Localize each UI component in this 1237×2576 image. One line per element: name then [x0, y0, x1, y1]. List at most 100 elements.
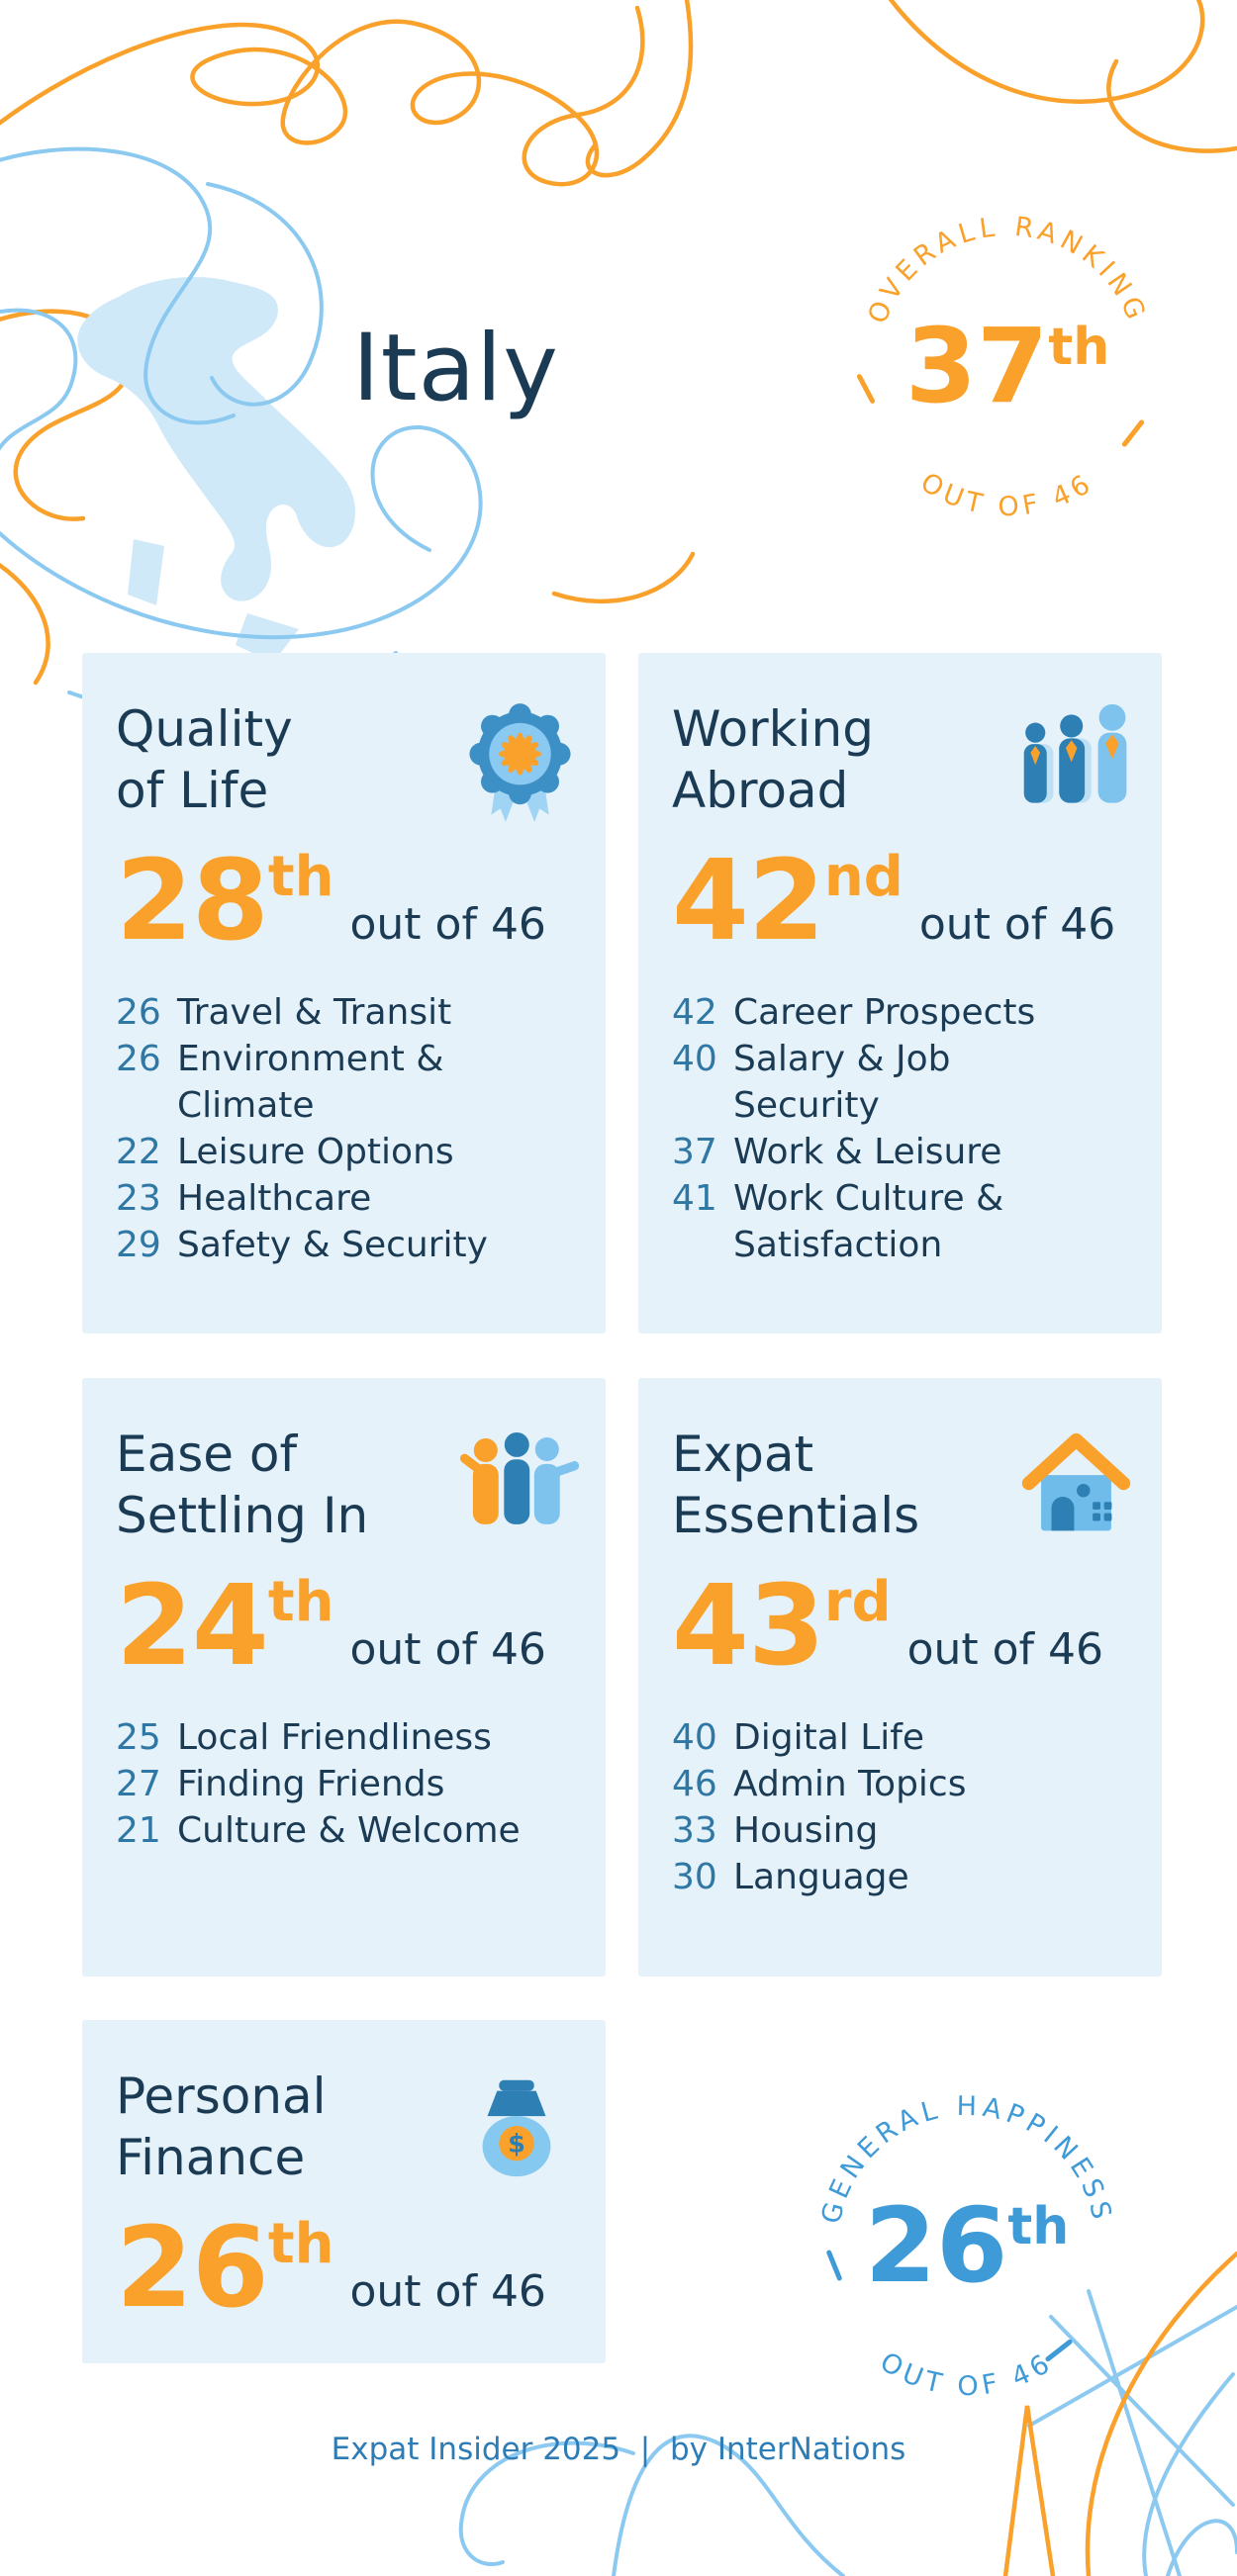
happiness-rank-number: 26th	[865, 2185, 1070, 2306]
subcategory-label: Culture & Welcome	[177, 1809, 521, 1851]
list-item: 42 Career Prospects	[672, 989, 1136, 1036]
subcategory-rank: 40	[672, 1716, 717, 1758]
card-title: Expat Essentials	[672, 1424, 919, 1546]
house-icon	[1014, 1426, 1138, 1549]
friends-icon	[458, 1426, 582, 1549]
overall-rank-number: 37th	[905, 306, 1110, 426]
rank-out-of: out of 46	[349, 899, 546, 950]
subcategory-list: 42 Career Prospects 40 Salary & Job Secu…	[638, 989, 1162, 1268]
list-item: 41 Work Culture & Satisfaction	[672, 1175, 1136, 1268]
blue-squiggle-lines	[0, 146, 483, 715]
card-ease-of-settling-in: Ease of Settling In 24 th out of 46	[82, 1378, 606, 1977]
rank-out-of: out of 46	[918, 899, 1116, 950]
subcategory-label: Admin Topics	[733, 1763, 967, 1804]
overall-badge-bottom-text: OUT OF 46	[915, 467, 1100, 522]
card-rank: 24 th out of 46	[82, 1563, 606, 1691]
list-item: 40 Salary & Job Security	[672, 1036, 1136, 1129]
badge-side-dash	[826, 2250, 842, 2281]
card-title-line1: Ease of	[116, 1426, 298, 1483]
subcategory-label: Environment & Climate	[177, 1038, 444, 1126]
badge-side-dash	[1121, 419, 1145, 447]
rank-suffix: rd	[823, 1570, 892, 1634]
subcategory-label: Work & Leisure	[733, 1131, 1002, 1172]
subcategory-rank: 25	[116, 1716, 161, 1758]
dollar-sign-icon: $	[508, 2130, 525, 2160]
subcategory-rank: 41	[672, 1177, 717, 1219]
footer-credit: Expat Insider 2025 | by InterNations	[331, 2432, 906, 2467]
card-header: Quality of Life	[82, 653, 606, 824]
card-title-line2: Abroad	[672, 762, 849, 819]
rank-number: 43	[672, 1562, 825, 1691]
subcategory-rank: 27	[116, 1763, 161, 1804]
subcategory-list: 25 Local Friendliness 27 Finding Friends…	[82, 1714, 606, 1854]
subcategory-rank: 42	[672, 991, 717, 1033]
subcategory-label: Salary & Job Security	[733, 1038, 951, 1126]
subcategory-list: 26 Travel & Transit 26 Environment & Cli…	[82, 989, 606, 1268]
subcategory-label: Digital Life	[733, 1716, 925, 1758]
happiness-badge-bottom-text: OUT OF 46	[875, 2346, 1060, 2402]
card-title: Quality of Life	[116, 698, 293, 821]
list-item: 26 Environment & Climate	[116, 1036, 580, 1129]
subcategory-rank: 23	[116, 1177, 161, 1219]
list-item: 29 Safety & Security	[116, 1222, 580, 1268]
card-title-line2: of Life	[116, 762, 269, 819]
card-title-line1: Working	[672, 700, 874, 758]
subcategory-rank: 29	[116, 1224, 161, 1265]
badge-side-dash	[1045, 2339, 1073, 2362]
subcategory-label: Safety & Security	[177, 1224, 488, 1265]
list-item: 22 Leisure Options	[116, 1129, 580, 1175]
subcategory-label: Language	[733, 1856, 909, 1897]
subcategory-rank: 37	[672, 1131, 717, 1172]
rank-suffix: th	[267, 1570, 334, 1634]
subcategory-label: Healthcare	[177, 1177, 372, 1219]
card-title: Ease of Settling In	[116, 1424, 368, 1546]
list-item: 21 Culture & Welcome	[116, 1807, 580, 1854]
subcategory-rank: 30	[672, 1856, 717, 1897]
card-title-line1: Expat	[672, 1426, 814, 1483]
list-item: 30 Language	[672, 1854, 1136, 1900]
card-header: Expat Essentials	[638, 1378, 1162, 1549]
subcategory-rank: 26	[116, 991, 161, 1033]
subcategory-label: Local Friendliness	[177, 1716, 492, 1758]
rank-number: 26	[116, 2204, 269, 2333]
general-happiness-badge: GENERAL HAPPINESS OUT OF 46 26th	[815, 2091, 1112, 2402]
card-rank: 43 rd out of 46	[638, 1563, 1162, 1691]
subcategory-rank: 40	[672, 1038, 717, 1079]
card-working-abroad: Working Abroad 4	[638, 653, 1162, 1334]
subcategory-label: Housing	[733, 1809, 879, 1851]
rank-out-of: out of 46	[906, 1624, 1103, 1675]
card-title-line2: Finance	[116, 2129, 306, 2186]
page-title: Italy	[352, 315, 559, 422]
workers-icon	[1014, 700, 1138, 824]
subcategory-label: Leisure Options	[177, 1131, 454, 1172]
list-item: 37 Work & Leisure	[672, 1129, 1136, 1175]
subcategory-label: Travel & Transit	[177, 991, 452, 1033]
list-item: 26 Travel & Transit	[116, 989, 580, 1036]
card-header: Ease of Settling In	[82, 1378, 606, 1549]
rank-number: 24	[116, 1562, 269, 1691]
subcategory-rank: 22	[116, 1131, 161, 1172]
card-quality-of-life: Quality of Life	[82, 653, 606, 1334]
subcategory-label: Finding Friends	[177, 1763, 445, 1804]
italy-map-silhouette	[77, 277, 355, 663]
subcategory-label: Work Culture & Satisfaction	[733, 1177, 1004, 1265]
rank-number: 42	[672, 837, 825, 966]
card-rank: 42 nd out of 46	[638, 838, 1162, 966]
card-personal-finance: Personal Finance $ 26 th out of 46	[82, 2020, 606, 2363]
rank-suffix: nd	[823, 845, 904, 909]
card-title: Working Abroad	[672, 698, 874, 821]
award-icon	[458, 700, 582, 824]
card-header: Working Abroad	[638, 653, 1162, 824]
card-title-line2: Settling In	[116, 1487, 369, 1544]
list-item: 23 Healthcare	[116, 1175, 580, 1222]
card-expat-essentials: Expat Essentials 43	[638, 1378, 1162, 1977]
rank-suffix: th	[267, 845, 334, 909]
card-rank: 28 th out of 46	[82, 838, 606, 966]
subcategory-rank: 33	[672, 1809, 717, 1851]
list-item: 40 Digital Life	[672, 1714, 1136, 1761]
badge-side-dash	[856, 374, 876, 404]
overall-ranking-badge: OVERALL RANKING OUT OF 46 37th	[856, 212, 1148, 522]
card-title: Personal Finance	[116, 2066, 327, 2188]
list-item: 27 Finding Friends	[116, 1761, 580, 1807]
